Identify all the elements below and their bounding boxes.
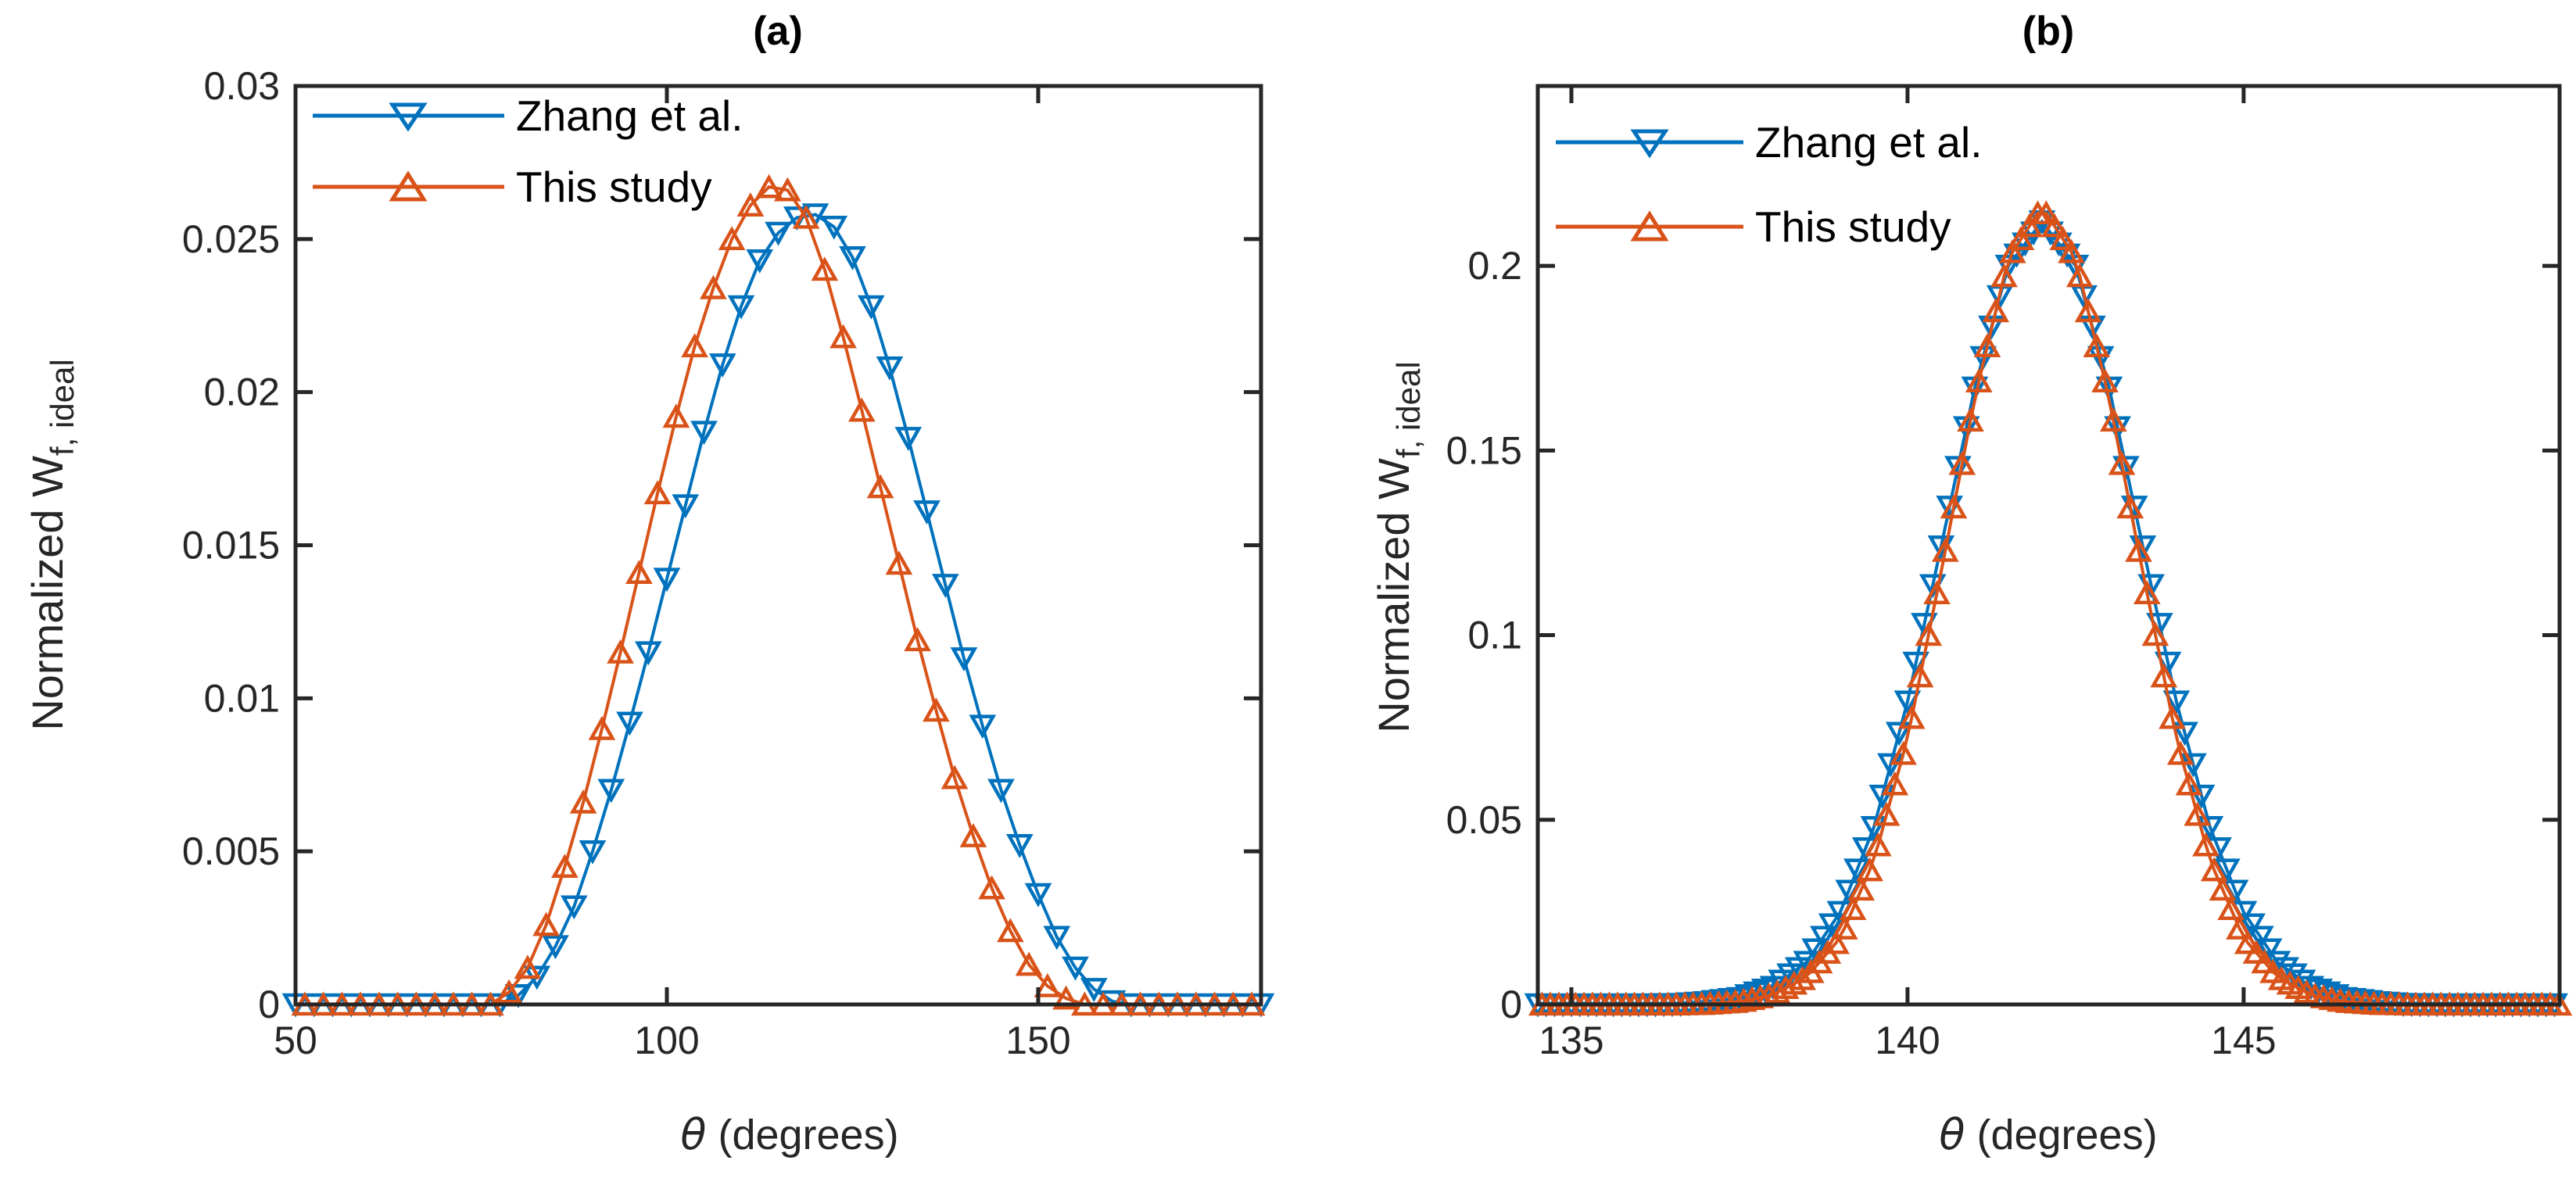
y-tick-label-a: 0.01 <box>204 676 280 720</box>
legend-a-thisstudy-label: This study <box>516 163 712 211</box>
triangle-up-icon <box>1630 210 1669 242</box>
y-axis-label-b: Normalized Wf, ideal <box>1369 361 1427 732</box>
series-this_study-line-b <box>1542 211 2559 1006</box>
x-tick-label-a: 100 <box>634 1019 699 1062</box>
x-tick-label-b: 145 <box>2211 1019 2276 1062</box>
y-tick-label-a: 0.025 <box>182 217 280 261</box>
y-tick-label-b: 0.15 <box>1446 428 1522 472</box>
axes-box-b <box>1535 84 2562 1007</box>
y-tick-label-b: 0.05 <box>1446 798 1522 842</box>
series-this_study-markers-b <box>1528 200 2573 1016</box>
x-tick-label-a: 150 <box>1005 1019 1070 1062</box>
y-axis-label-b-subscript: f, ideal <box>1390 361 1427 458</box>
theta-symbol: θ <box>680 1110 706 1159</box>
legend-a: Zhang et al. This study <box>313 91 743 211</box>
y-tick-label-a: 0.005 <box>182 829 280 873</box>
y-axis-label-b-main: Normalized W <box>1369 458 1418 733</box>
y-tick-label-a: 0.015 <box>182 524 280 567</box>
series-zhang-line-a <box>296 213 1261 1006</box>
legend-b: Zhang et al. This study <box>1556 118 1982 251</box>
x-axis-label-b-rest: (degrees) <box>1965 1112 2157 1158</box>
y-axis-label-a-subscript: f, ideal <box>44 359 81 456</box>
y-tick-label-a: 0.03 <box>204 64 280 108</box>
tick-label-layer: 50 100 150 0 0.005 0.01 0.015 0.02 0.025 0.03 135 1… <box>182 64 2277 1062</box>
y-tick-label-a: 0.02 <box>204 371 280 414</box>
y-tick-label-a: 0 <box>258 983 280 1026</box>
x-axis-label-a-rest: (degrees) <box>706 1112 898 1158</box>
subplot-a-title: (a) <box>753 9 803 54</box>
x-tick-label-b: 140 <box>1875 1019 1940 1062</box>
x-axis-label-a: θ (degrees) <box>680 1110 898 1159</box>
axes-layer <box>293 84 2562 1007</box>
series-this_study-markers-a <box>291 174 1266 1016</box>
y-tick-label-b: 0 <box>1500 983 1522 1026</box>
y-axis-label-a-main: Normalized W <box>23 456 72 731</box>
legend-b-thisstudy-label: This study <box>1755 202 1951 251</box>
legend-b-zhang-label: Zhang et al. <box>1755 118 1982 166</box>
legend-a-zhang-label: Zhang et al. <box>516 91 743 140</box>
triangle-down-icon <box>1630 129 1669 159</box>
series-zhang-markers-a <box>281 203 1275 1018</box>
series-zhang-line-b <box>1538 219 2555 1006</box>
x-tick-label-b: 135 <box>1539 1019 1603 1062</box>
y-axis-label-a: Normalized Wf, ideal <box>23 359 81 730</box>
series-this_study-line-a <box>304 185 1252 1006</box>
x-tick-label-a: 50 <box>274 1019 317 1062</box>
theta-symbol: θ <box>1939 1110 1965 1159</box>
triangle-down-icon <box>389 102 428 132</box>
y-tick-label-b: 0.1 <box>1467 614 1522 657</box>
series-zhang-markers-b <box>1524 210 2568 1018</box>
series-layer <box>281 174 2573 1018</box>
subplot-b-title: (b) <box>2022 9 2074 54</box>
static-text-layer: (a) (b) θ (degrees) θ (degrees) Normaliz… <box>23 9 2158 1159</box>
triangle-up-icon <box>389 170 428 202</box>
y-tick-label-b: 0.2 <box>1467 244 1522 288</box>
x-axis-label-b: θ (degrees) <box>1939 1110 2157 1159</box>
